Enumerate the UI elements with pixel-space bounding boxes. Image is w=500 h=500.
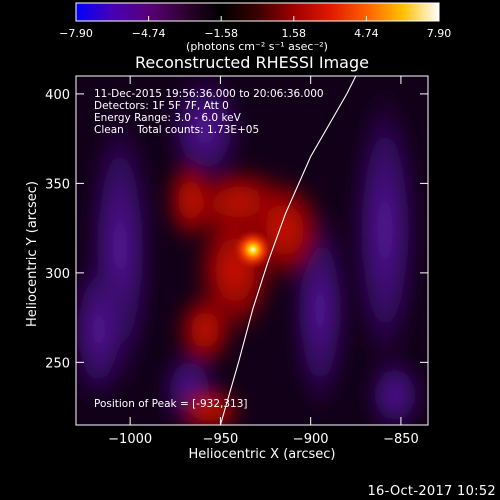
peak-position-label: Position of Peak = [-932,313] [94,398,248,410]
colorbar-unit-label: (photons cm⁻² s⁻¹ asec⁻²) [186,40,328,53]
x-tick-label: −1000 [108,432,152,447]
annotation-time-range: 11-Dec-2015 19:56:36.000 to 20:06:36.000 [94,88,324,100]
y-axis-label: Heliocentric Y (arcsec) [25,181,40,327]
x-tick-label: −900 [293,432,329,447]
colorbar-ticks: −7.90 −4.74 −1.58 1.58 4.74 7.90 [59,16,451,40]
x-tick-label: −850 [383,432,419,447]
chart-title: Reconstructed RHESSI Image [135,53,369,72]
residual-stripe-far-right [350,80,420,380]
colorbar-tick-label: −7.90 [59,27,93,40]
colorbar-tick-label: 7.90 [427,27,452,40]
colorbar-tick-label: −1.58 [204,27,238,40]
annotation-energy-range: Energy Range: 3.0 - 6.0 keV [94,112,242,124]
x-axis-label: Heliocentric X (arcsec) [189,447,336,462]
heatmap-image [76,76,428,425]
annotation-clean-counts: Clean Total counts: 1.73E+05 [94,124,259,136]
colorbar: −7.90 −4.74 −1.58 1.58 4.74 7.90 (photons cm⁻… [59,2,451,53]
colorbar-tick-label: −4.74 [132,27,166,40]
emission-lower-left [175,290,235,370]
residual-bottom-right [365,355,425,425]
plot-frame [75,75,429,426]
emission-bottom [175,385,245,425]
residual-stripe-far-left [76,250,128,410]
annotation-detectors: Detectors: 1F 5F 7F, Att 0 [94,100,229,112]
x-tick-label: −950 [203,432,239,447]
colorbar-tick-label: 4.74 [354,27,379,40]
solar-limb-curve [219,76,357,425]
colorbar-tick-label: 1.58 [282,27,307,40]
y-axis: 250 300 350 400 [45,88,428,371]
footer-timestamp: 16-Oct-2017 10:52 [367,484,496,499]
x-axis: −1000 −950 −900 −850 [108,76,419,447]
y-tick-label: 300 [45,267,70,282]
peak-hot-core [232,229,273,270]
y-tick-label: 400 [45,88,70,103]
emission-left-arm [165,155,215,245]
y-tick-label: 250 [45,356,70,371]
y-tick-label: 350 [45,177,70,192]
annotation-block: 11-Dec-2015 19:56:36.000 to 20:06:36.000… [94,88,324,136]
colorbar-bar [75,2,440,22]
